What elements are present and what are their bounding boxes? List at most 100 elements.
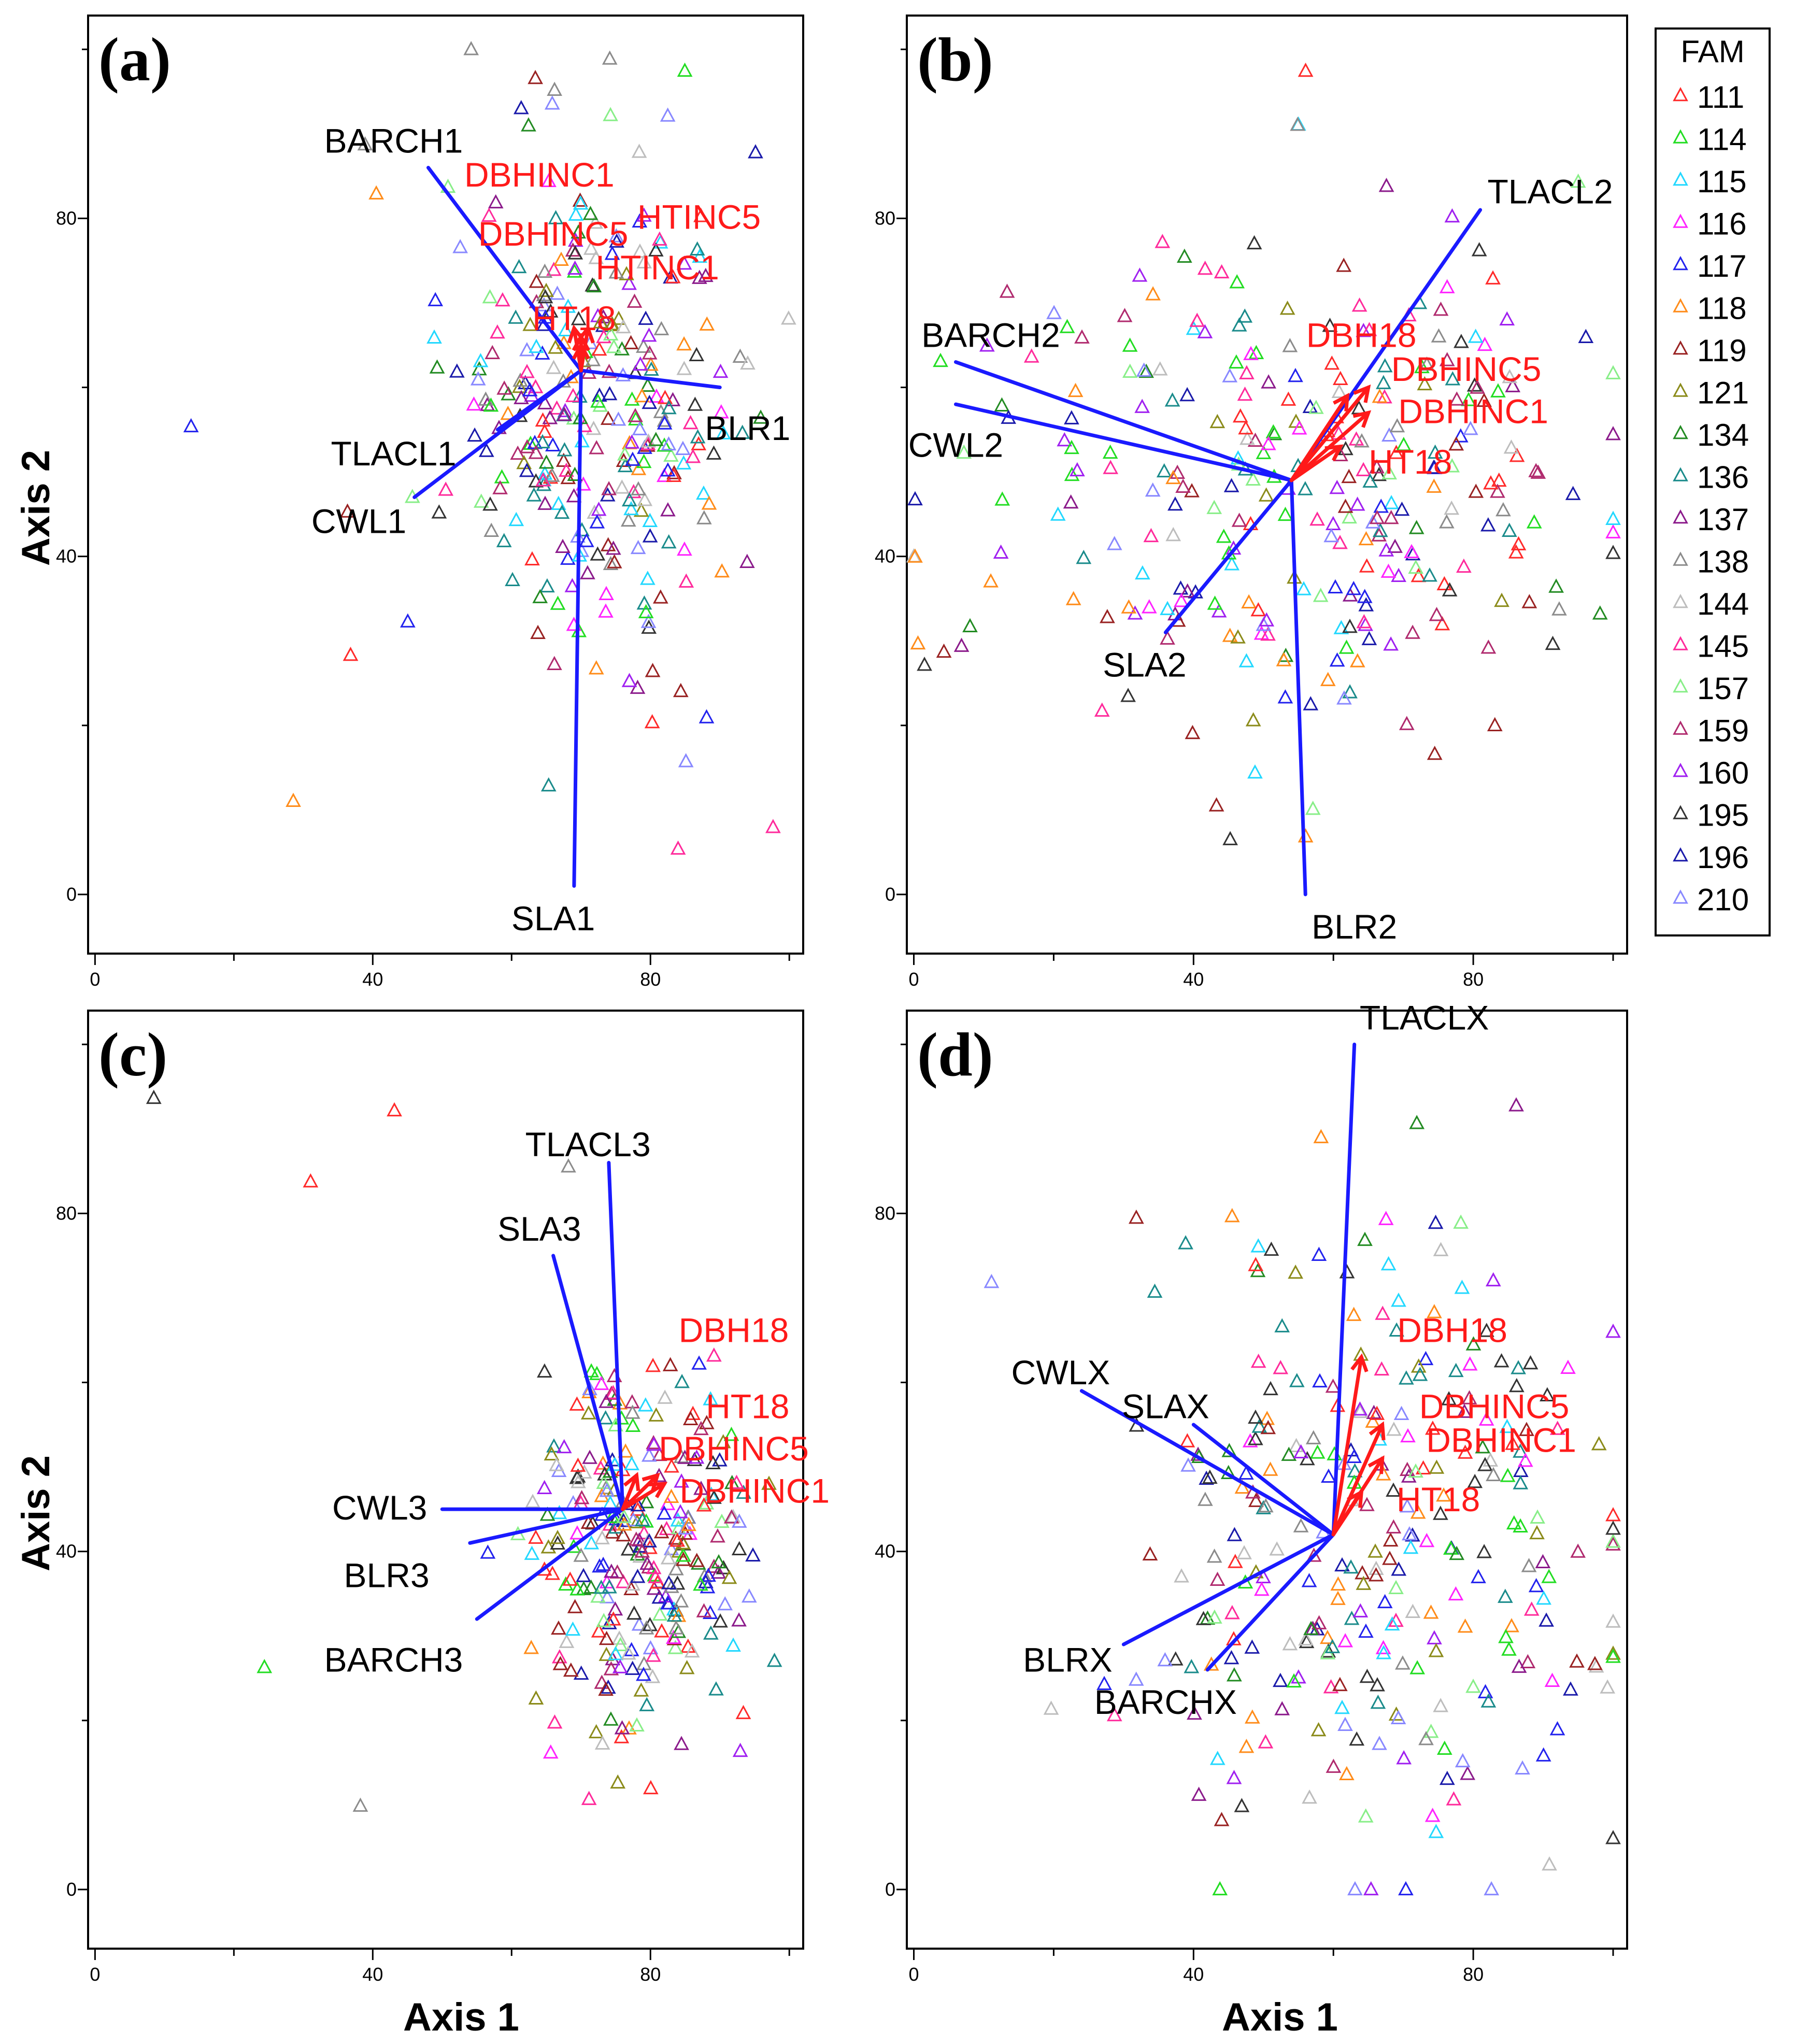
data-point bbox=[1404, 1527, 1420, 1542]
data-point bbox=[586, 278, 602, 293]
data-point bbox=[1417, 376, 1433, 391]
data-point bbox=[1310, 1722, 1327, 1737]
data-point bbox=[183, 418, 199, 433]
data-point bbox=[1332, 534, 1348, 549]
data-point bbox=[703, 1391, 719, 1406]
data-point bbox=[611, 1630, 628, 1645]
data-point bbox=[685, 449, 701, 463]
data-point bbox=[623, 1642, 639, 1656]
data-point bbox=[591, 1623, 607, 1638]
legend-label: 116 bbox=[1697, 207, 1747, 242]
data-point bbox=[1418, 1351, 1434, 1366]
vector-blrx bbox=[1121, 1532, 1335, 1646]
vector-label-ht18: HT18 bbox=[1369, 443, 1452, 481]
data-point bbox=[629, 1514, 645, 1528]
data-point bbox=[1324, 355, 1340, 370]
data-point bbox=[1428, 1643, 1444, 1657]
vector-arrowhead bbox=[1350, 1353, 1369, 1372]
data-point bbox=[1333, 620, 1349, 634]
data-point bbox=[146, 1089, 162, 1104]
data-point bbox=[1358, 597, 1374, 612]
data-point bbox=[1250, 602, 1266, 617]
data-point bbox=[642, 513, 658, 527]
vector-label-sla1: SLA1 bbox=[511, 899, 595, 938]
legend-item-145: 145 bbox=[1673, 629, 1749, 664]
data-point bbox=[1074, 329, 1090, 344]
data-point bbox=[714, 563, 730, 578]
data-point bbox=[669, 1575, 686, 1590]
data-point bbox=[1147, 1283, 1163, 1298]
x-axis-title-right: Axis 1 bbox=[1222, 1995, 1338, 2039]
data-point bbox=[1260, 436, 1276, 450]
data-point bbox=[549, 400, 565, 415]
data-point bbox=[1076, 549, 1092, 564]
data-point bbox=[1145, 286, 1161, 301]
data-point bbox=[1277, 689, 1293, 704]
vector-label-barch3: BARCH3 bbox=[324, 1641, 463, 1679]
scatter-points bbox=[183, 41, 796, 855]
data-point bbox=[674, 1473, 689, 1488]
data-point bbox=[508, 309, 524, 324]
data-point bbox=[580, 1405, 596, 1420]
data-point bbox=[713, 404, 729, 419]
data-point bbox=[745, 1547, 761, 1562]
data-point bbox=[630, 1546, 646, 1561]
data-point bbox=[1398, 1370, 1414, 1385]
data-point bbox=[1185, 725, 1201, 740]
data-point bbox=[1591, 1436, 1607, 1451]
data-point bbox=[1511, 1658, 1527, 1673]
data-point bbox=[1214, 264, 1230, 279]
vector-sla2 bbox=[1163, 478, 1293, 634]
data-point bbox=[699, 316, 715, 331]
data-point bbox=[485, 345, 501, 360]
data-point bbox=[1551, 601, 1567, 616]
data-point bbox=[536, 1480, 552, 1495]
data-point bbox=[1466, 377, 1483, 392]
x-tick-label: 0 bbox=[90, 1964, 100, 1985]
legend-item-137: 137 bbox=[1673, 502, 1749, 537]
data-point bbox=[1334, 1557, 1350, 1572]
data-point bbox=[636, 207, 652, 222]
data-point bbox=[1222, 628, 1238, 642]
data-point bbox=[666, 1607, 682, 1622]
data-point bbox=[1439, 352, 1455, 366]
data-point bbox=[713, 363, 729, 378]
data-point bbox=[1298, 1631, 1314, 1646]
data-point bbox=[717, 1596, 733, 1611]
data-point bbox=[1434, 616, 1450, 631]
data-point bbox=[473, 353, 489, 367]
legend-marker bbox=[1673, 171, 1688, 186]
data-point bbox=[1343, 1559, 1359, 1574]
data-point bbox=[1305, 1430, 1321, 1444]
legend-label: 196 bbox=[1697, 840, 1749, 875]
data-point bbox=[1234, 1479, 1250, 1494]
data-point bbox=[550, 495, 566, 510]
data-point bbox=[616, 1516, 632, 1531]
data-point bbox=[1500, 1468, 1516, 1482]
data-point bbox=[1436, 1740, 1452, 1755]
y-tick-label: 0 bbox=[66, 884, 77, 905]
vector-label-blrx: BLRX bbox=[1023, 1641, 1112, 1679]
data-point bbox=[642, 1616, 658, 1631]
data-point bbox=[535, 472, 551, 487]
data-point bbox=[1337, 1633, 1354, 1648]
data-point bbox=[641, 1447, 657, 1462]
data-point bbox=[604, 1564, 619, 1578]
vector-cwlx bbox=[1079, 1389, 1335, 1537]
data-point bbox=[1570, 173, 1586, 188]
data-point bbox=[1402, 1526, 1417, 1541]
data-point bbox=[1528, 463, 1544, 477]
data-point bbox=[1605, 1830, 1621, 1844]
data-point bbox=[630, 1568, 646, 1583]
vector-barch2 bbox=[953, 360, 1293, 482]
data-point bbox=[638, 1620, 654, 1635]
data-point bbox=[1132, 267, 1148, 282]
data-point bbox=[651, 1589, 667, 1604]
data-point bbox=[1357, 589, 1373, 603]
data-point bbox=[601, 481, 617, 495]
data-point bbox=[1442, 582, 1458, 597]
legend-title: FAM bbox=[1680, 34, 1744, 69]
data-point bbox=[544, 467, 560, 482]
legend-marker bbox=[1673, 636, 1688, 650]
